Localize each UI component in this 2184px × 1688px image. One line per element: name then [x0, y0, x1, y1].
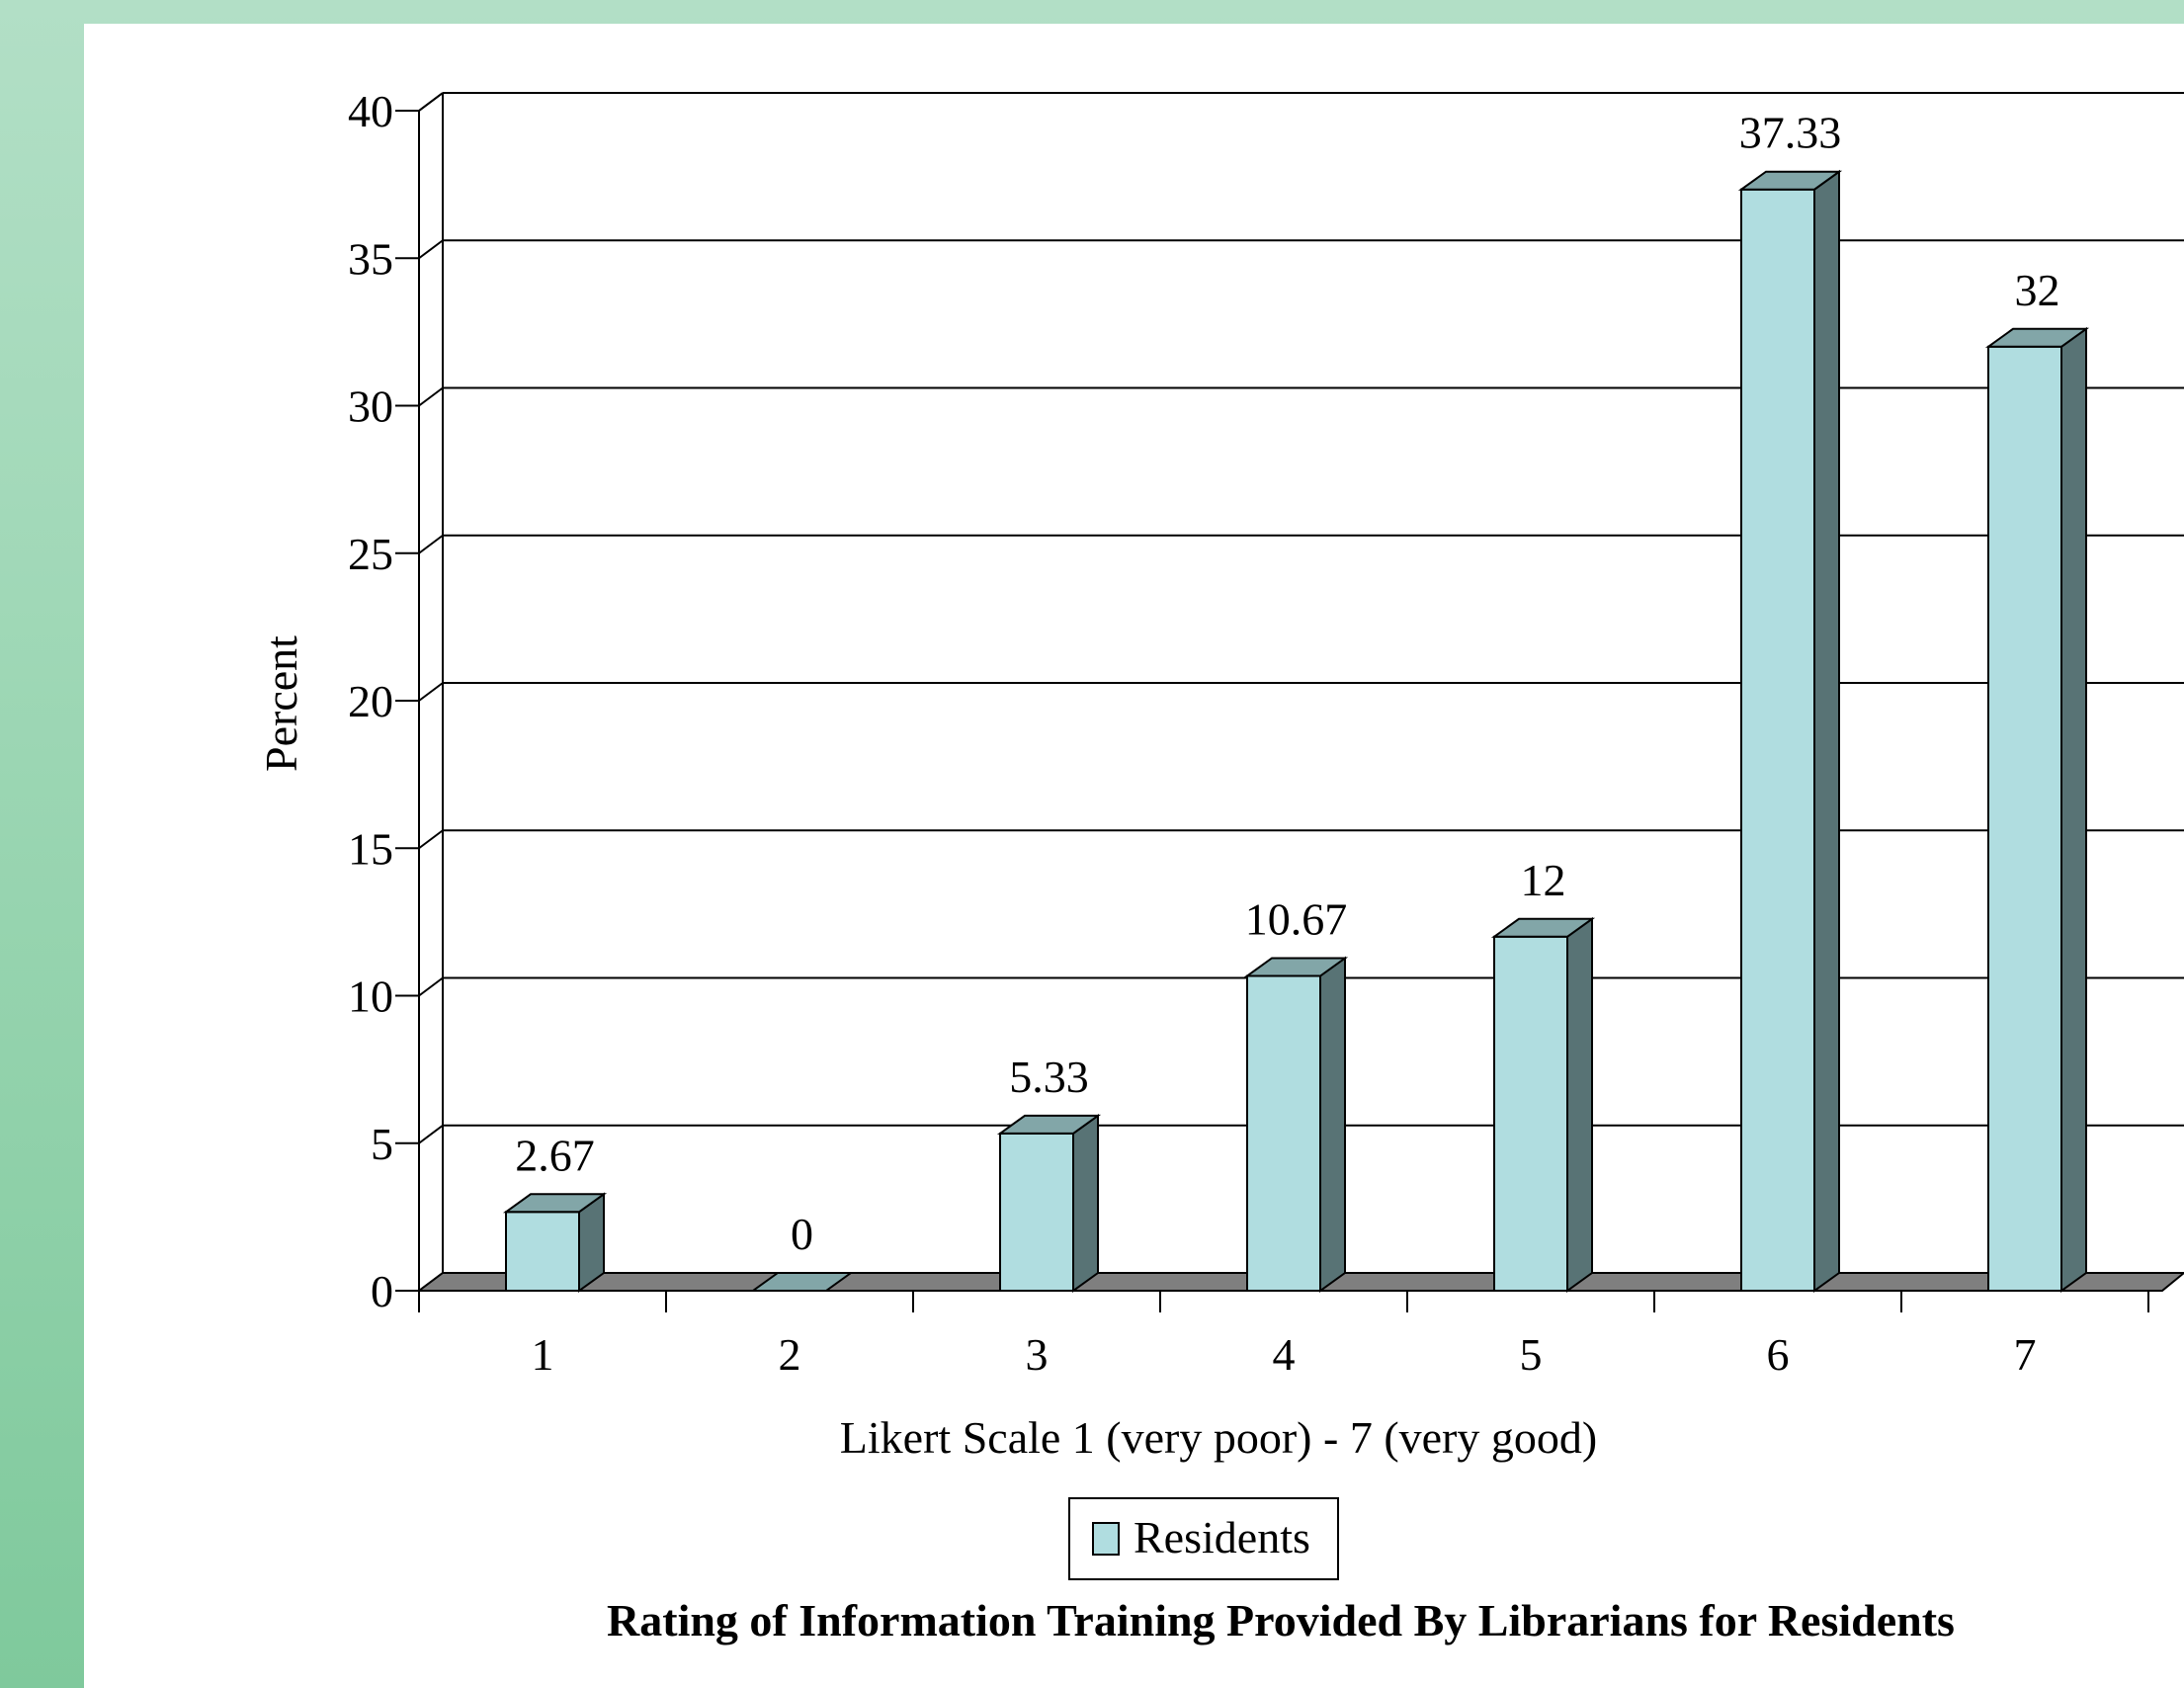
y-tick-label: 25: [348, 529, 393, 579]
data-labels: 2.67 0 5.33 10.67 12 37.33 32: [515, 108, 2059, 1259]
bar-5: [1490, 916, 1596, 1293]
bar-top: [1984, 327, 2090, 348]
bar-front: [1493, 935, 1568, 1292]
data-label: 37.33: [1739, 108, 1842, 158]
bar-front: [999, 1132, 1074, 1293]
bar-front: [505, 1211, 580, 1293]
bar-top: [749, 1272, 855, 1292]
x-tick-label: 2: [779, 1329, 801, 1380]
y-tick-label: 30: [348, 381, 393, 432]
y-tick-diagonal: [418, 534, 444, 554]
bar-top: [1243, 957, 1349, 977]
bar-top: [1737, 170, 1843, 191]
bar-front: [1987, 345, 2062, 1292]
legend: Residents: [1068, 1497, 1339, 1580]
y-tick-label: 35: [348, 233, 393, 284]
bars: [502, 169, 2090, 1293]
bar-side: [1072, 1113, 1099, 1293]
bar-side: [1566, 916, 1593, 1293]
x-tick-labels: 1 2 3 4 5 6 7: [532, 1329, 2037, 1380]
y-tick-diagonal: [418, 239, 444, 260]
y-tick-label: 5: [371, 1119, 393, 1169]
bar-top: [502, 1193, 608, 1214]
x-tick-label: 4: [1273, 1329, 1296, 1380]
legend-swatch: [1092, 1522, 1120, 1556]
y-tick-diagonal: [418, 682, 444, 702]
bar-7: [1984, 326, 2090, 1293]
data-label: 0: [791, 1209, 813, 1259]
y-tick-diagonal: [418, 386, 444, 407]
bar-1: [502, 1192, 608, 1293]
bar-top: [996, 1114, 1102, 1135]
bar-4: [1243, 956, 1349, 1293]
bar-side: [1319, 956, 1346, 1293]
x-tick-label: 1: [532, 1329, 554, 1380]
bar-6: [1737, 169, 1843, 1293]
data-label: 2.67: [515, 1130, 595, 1180]
data-label: 12: [1521, 855, 1566, 905]
y-tick-diagonal: [418, 976, 444, 997]
data-label: 5.33: [1009, 1052, 1089, 1102]
x-tick-label: 3: [1026, 1329, 1049, 1380]
y-axis-label: Percent: [256, 635, 306, 772]
y-tick-label: 15: [348, 823, 393, 874]
y-tick-label: 40: [348, 86, 393, 136]
bar-3: [996, 1113, 1102, 1293]
x-tick-label: 7: [2014, 1329, 2037, 1380]
y-tick-labels: 0 5 10 15 20 25 30 35 40: [348, 86, 393, 1316]
data-label: 32: [2015, 265, 2060, 315]
bar-side: [2060, 326, 2087, 1293]
y-tick-label: 10: [348, 971, 393, 1022]
y-tick-label: 0: [371, 1266, 393, 1316]
legend-label: Residents: [1134, 1512, 1310, 1562]
chart-title: Rating of Information Training Provided …: [607, 1595, 1955, 1646]
x-tick-label: 5: [1520, 1329, 1543, 1380]
data-label: 10.67: [1245, 894, 1348, 945]
y-tick-label: 20: [348, 676, 393, 726]
x-tick-label: 6: [1767, 1329, 1790, 1380]
y-tick-diagonal: [418, 92, 444, 112]
bar-front: [1740, 188, 1815, 1293]
y-tick-diagonal: [418, 1124, 444, 1144]
y-tick-diagonal: [418, 829, 444, 850]
bar-2: [749, 1272, 855, 1292]
bar-side: [1813, 169, 1840, 1293]
x-axis-label: Likert Scale 1 (very poor) - 7 (very goo…: [840, 1412, 1597, 1463]
bar-top: [1490, 917, 1596, 938]
bar-front: [1246, 974, 1321, 1292]
